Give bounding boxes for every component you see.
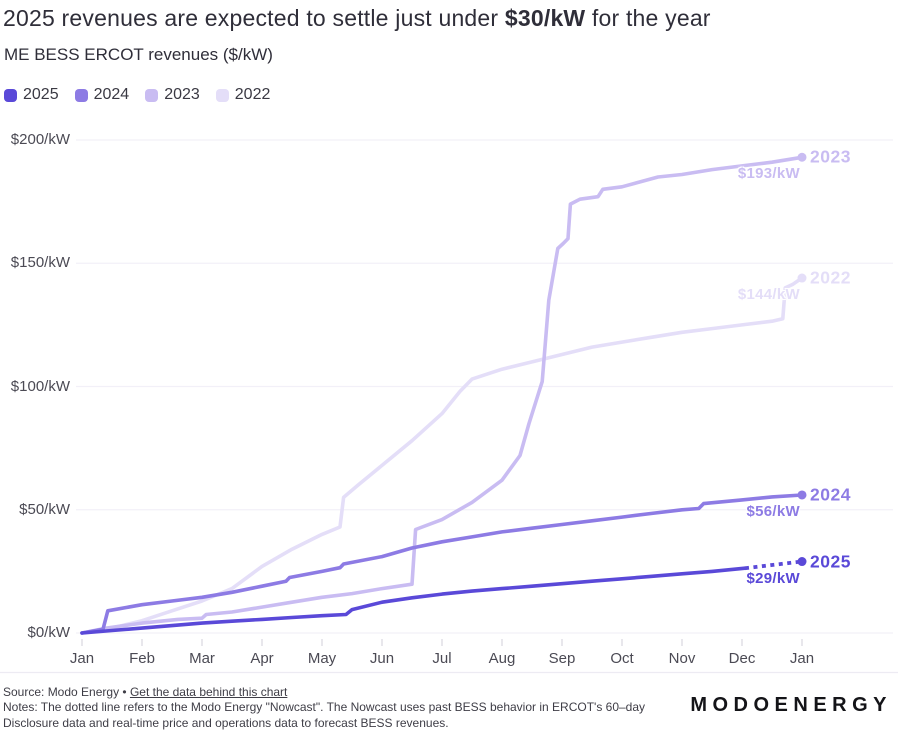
legend-swatch-2022: [215, 88, 229, 102]
legend-item-2022: 2022: [215, 86, 271, 104]
x-axis-label: Jan: [789, 650, 815, 667]
series-value-label-2024: $56/kW: [746, 502, 800, 520]
series-forecast-line-2025: [744, 559, 803, 571]
legend-label-2025: 2025: [23, 86, 59, 103]
x-axis-label: May: [307, 650, 337, 667]
series-end-dot-2024: [797, 490, 807, 500]
legend-item-2024: 2024: [74, 86, 130, 104]
x-axis-label: Nov: [668, 650, 696, 667]
legend-label-2024: 2024: [93, 86, 130, 103]
y-axis-label: $150/kW: [10, 254, 70, 272]
data-download-link[interactable]: Get the data behind this chart: [129, 685, 288, 699]
legend-item-2025: 2025: [4, 86, 59, 104]
x-axis-label: Dec: [728, 650, 756, 667]
x-axis-label: Mar: [189, 650, 215, 667]
x-axis-label: Jan: [69, 650, 95, 667]
x-axis-label: Oct: [610, 650, 634, 667]
x-axis-label: Aug: [488, 650, 516, 667]
series-end-dot-2023: [797, 152, 807, 162]
series-year-label-2022: 2022: [810, 267, 851, 288]
legend-label-2023: 2023: [164, 86, 200, 103]
series-value-label-2022: $144/kW: [737, 286, 800, 304]
series-line-2025: [80, 566, 747, 635]
x-axis-label: Sep: [548, 650, 576, 667]
series-year-label-2023: 2023: [810, 146, 851, 167]
series-line-2022: [80, 276, 804, 635]
y-axis-label: $200/kW: [10, 131, 70, 148]
modo-energy-logo: MODOENERGY: [690, 694, 892, 716]
x-axis-label: Apr: [250, 650, 274, 667]
series-end-dot-2025: [797, 557, 807, 567]
chart-subtitle: ME BESS ERCOT revenues ($/kW): [4, 45, 273, 64]
series-value-label-2025: $29/kW: [746, 569, 800, 587]
y-axis-label: $50/kW: [19, 500, 70, 518]
x-axis-label: Jun: [369, 650, 395, 667]
legend-swatch-2025: [4, 88, 17, 102]
legend-label-2022: 2022: [234, 86, 271, 103]
series-year-label-2025: 2025: [810, 551, 851, 571]
legend-swatch-2024: [74, 88, 88, 102]
notes-text: Notes: The dotted line refers to the Mod…: [3, 700, 646, 730]
source-line: Source: Modo Energy • Get the data behin…: [3, 685, 287, 699]
legend-item-2023: 2023: [145, 86, 200, 104]
source-text: Source: Modo Energy •: [3, 685, 130, 699]
series-year-label-2024: 2024: [810, 484, 851, 505]
y-axis-label: $100/kW: [10, 377, 70, 395]
x-axis-label: Feb: [129, 650, 155, 667]
series-line-2023: [80, 155, 804, 635]
x-axis-label: Jul: [432, 650, 452, 667]
y-axis-label: $0/kW: [27, 624, 70, 641]
headline-highlight: $30/kW: [504, 5, 586, 31]
series-end-dot-2022: [797, 273, 807, 283]
headline-suffix: for the year: [585, 5, 711, 31]
legend: 2025 2024 2023 2022: [4, 86, 270, 104]
series-value-label-2023: $193/kW: [737, 165, 800, 183]
legend-swatch-2023: [145, 88, 159, 102]
series-line-2024: [80, 493, 804, 635]
headline-prefix: 2025 revenues are expected to settle jus…: [3, 5, 505, 31]
chart-headline: 2025 revenues are expected to settle jus…: [3, 5, 711, 32]
